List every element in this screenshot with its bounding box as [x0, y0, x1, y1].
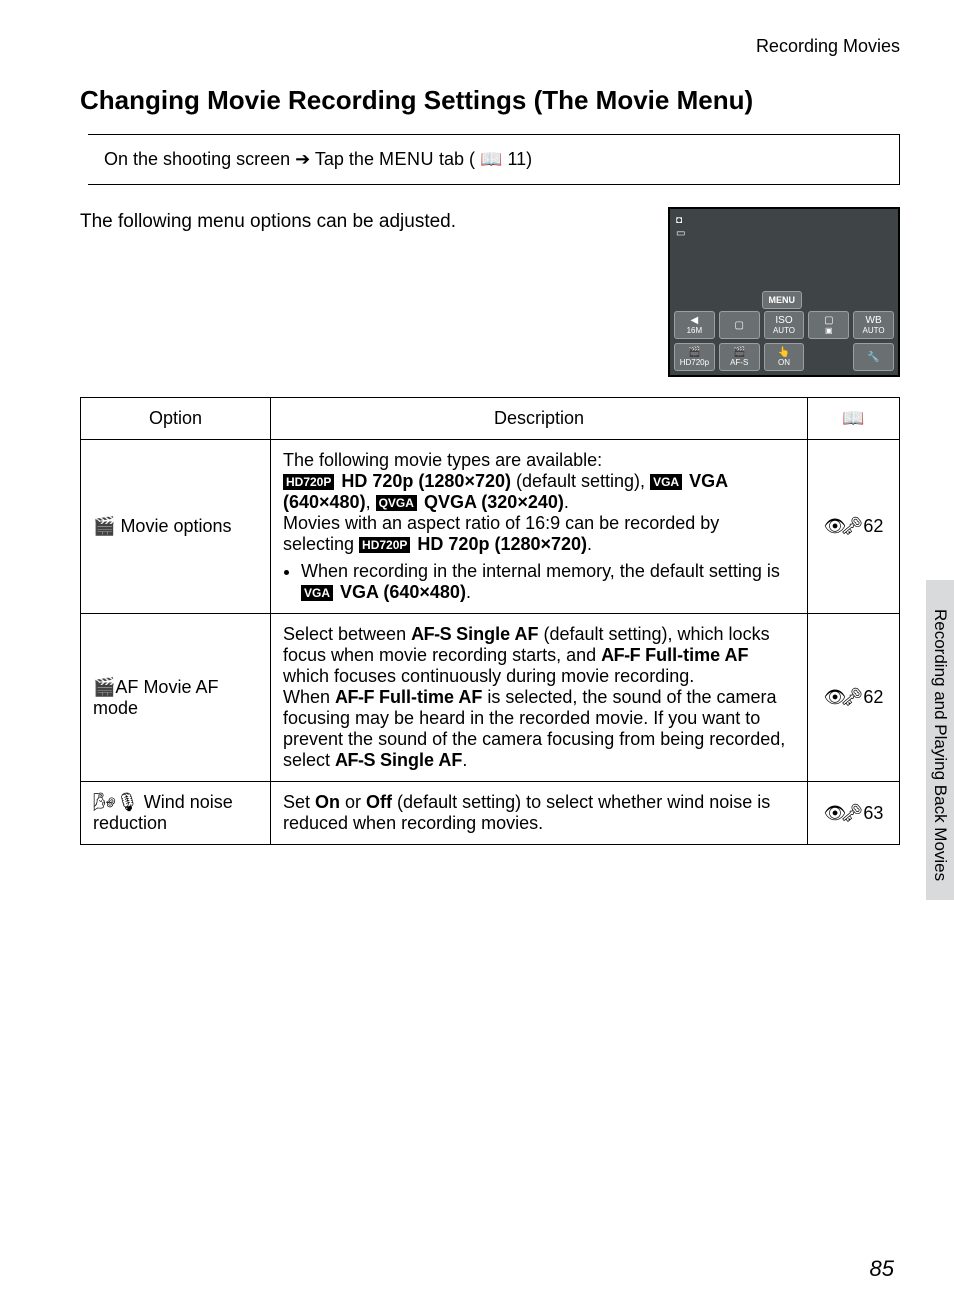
col-header-description: Description: [271, 398, 808, 440]
book-icon: 📖: [842, 408, 864, 428]
camera-button: 🎬HD720p: [674, 343, 715, 371]
desc-line: Select between AF-S Single AF (default s…: [283, 624, 795, 687]
camera-button: ▢: [719, 311, 760, 339]
navbox-text-a: Tap the: [315, 149, 379, 169]
af-f-label: AF-F: [601, 645, 640, 665]
desc-line: The following movie types are available:: [283, 450, 795, 471]
vga-icon: VGA: [301, 585, 333, 601]
qvga-icon: QVGA: [376, 495, 417, 511]
arrow-right-icon: ➔: [295, 149, 310, 169]
camera-button: ISOAUTO: [764, 311, 805, 339]
camera-mode-icon: ◘: [676, 215, 685, 226]
wind-noise-icon: 🌬🎙: [93, 792, 139, 812]
camera-button: 👆ON: [764, 343, 805, 371]
reference-page: 62: [863, 687, 883, 707]
page-title: Changing Movie Recording Settings (The M…: [80, 85, 900, 116]
battery-icon: ▭: [676, 228, 685, 239]
af-s-label: AF-S: [411, 624, 451, 644]
side-tab: Recording and Playing Back Movies: [926, 580, 954, 900]
camera-button: WBAUTO: [853, 311, 894, 339]
menu-word: MENU: [379, 149, 434, 169]
navigation-instruction-box: On the shooting screen ➔ Tap the MENU ta…: [88, 134, 900, 185]
camera-button: ◀16M: [674, 311, 715, 339]
reference-page: 62: [863, 516, 883, 536]
table-row: 🎬 Movie options The following movie type…: [81, 440, 900, 614]
vga-icon: VGA: [650, 474, 682, 490]
desc-line: Movies with an aspect ratio of 16:9 can …: [283, 513, 795, 555]
camera-button: ▢▣: [808, 311, 849, 339]
running-header: Recording Movies: [80, 36, 900, 57]
reference-page: 63: [863, 803, 883, 823]
desc-line: HD720P HD 720p (1280×720) (default setti…: [283, 471, 795, 513]
navbox-pageref: 11): [507, 149, 532, 169]
intro-text: The following menu options can be adjust…: [80, 207, 644, 233]
navbox-text-pre: On the shooting screen: [104, 149, 295, 169]
page-number: 85: [870, 1256, 894, 1282]
hd720p-icon: HD720P: [283, 474, 334, 490]
book-icon: 📖: [480, 149, 502, 169]
camera-lcd-illustration: ◘ ▭ MENU ◀16M ▢ ISOAUTO ▢▣ WBAUTO 🎬HD720…: [668, 207, 900, 377]
desc-bullet: When recording in the internal memory, t…: [301, 561, 795, 603]
col-header-option: Option: [81, 398, 271, 440]
reference-icon: 👁🗝: [824, 803, 858, 823]
camera-button-row-2: 🎬HD720p 🎬AF-S 👆ON 🔧: [674, 343, 894, 371]
camera-button: 🎬AF-S: [719, 343, 760, 371]
movie-af-icon: 🎬AF: [93, 677, 138, 697]
reference-icon: 👁🗝: [824, 687, 858, 707]
table-row: 🎬AF Movie AF mode Select between AF-S Si…: [81, 614, 900, 782]
movie-icon: 🎬: [93, 516, 115, 536]
navbox-text-b: tab (: [439, 149, 475, 169]
options-table: Option Description 📖 🎬 Movie options The…: [80, 397, 900, 845]
col-header-reference: 📖: [808, 398, 900, 440]
camera-button-row-1: ◀16M ▢ ISOAUTO ▢▣ WBAUTO: [674, 311, 894, 339]
af-f-label: AF-F: [335, 687, 374, 707]
hd720p-icon: HD720P: [359, 537, 410, 553]
reference-icon: 👁🗝: [824, 516, 858, 536]
camera-button: 🔧: [853, 343, 894, 371]
af-s-label: AF-S: [335, 750, 375, 770]
table-row: 🌬🎙 Wind noise reduction Set On or Off (d…: [81, 782, 900, 845]
desc-line: Set On or Off (default setting) to selec…: [271, 782, 808, 845]
side-tab-label: Recording and Playing Back Movies: [930, 599, 950, 881]
option-label: Movie options: [120, 516, 231, 536]
camera-button-empty: [808, 343, 849, 371]
desc-line: When AF-F Full-time AF is selected, the …: [283, 687, 795, 771]
